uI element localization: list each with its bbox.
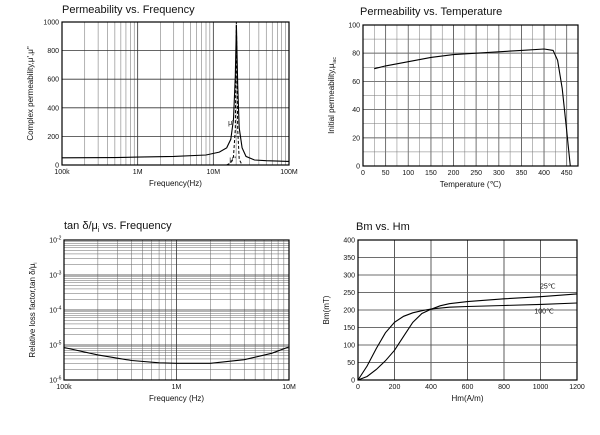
- x-axis-label: Hm(A/m): [452, 394, 484, 403]
- y-tick-label: 250: [343, 290, 355, 297]
- y-tick-label: 200: [343, 308, 355, 315]
- y-tick-label: 10: [49, 308, 57, 315]
- y-tick-label: 300: [343, 273, 355, 280]
- y-tick-label: 60: [352, 79, 360, 86]
- x-axis-label: Frequency (Hz): [149, 394, 204, 403]
- chart-loss-factor-frequency: tan δ/μi vs. Frequency 100k 1M 10M 10 -6 10 -5…: [0, 215, 300, 430]
- x-tick-label: 100k: [56, 384, 72, 391]
- x-axis-label: Temperature (℃): [440, 180, 502, 189]
- y-tick-label: 10: [49, 343, 57, 350]
- x-tick-label: 1200: [569, 384, 585, 391]
- y-tick-label: 20: [352, 135, 360, 142]
- y-tick-label: 10: [49, 238, 57, 245]
- x-tick-label: 1M: [133, 169, 143, 176]
- y-tick-label: 100: [348, 23, 360, 30]
- series-line-1: [357, 293, 578, 381]
- y-tick-label: 40: [352, 107, 360, 114]
- y-tick-label: 10: [49, 378, 57, 385]
- chart-bm-hm: Bm vs. Hm 0 200 400 600 800 1000 1200 0 50 100 150…: [300, 215, 600, 430]
- y-tick-label: 200: [47, 134, 59, 141]
- plot-frame: [362, 24, 579, 167]
- x-tick-label: 1000: [533, 384, 549, 391]
- x-tick-label: 350: [516, 170, 528, 177]
- plot-frame: [63, 239, 290, 381]
- y-tick-label: 350: [343, 255, 355, 262]
- plot-frame: [357, 239, 578, 381]
- x-tick-label: 250: [470, 170, 482, 177]
- y-axis-label: Bm(mT): [322, 295, 331, 324]
- x-tick-label: 450: [561, 170, 573, 177]
- y-tick-label: 0: [351, 378, 355, 385]
- chart-canvas: 0 200 400 600 800 1000 1200 0 50 100 150 200 250 300 3…: [322, 238, 585, 404]
- x-tick-label: 400: [425, 384, 437, 391]
- chart-title-main: tan δ/μ: [64, 220, 98, 232]
- chart-title-subscript: i: [97, 227, 100, 235]
- y-tick-label: 100: [343, 343, 355, 350]
- y-tick-label: 0: [356, 164, 360, 171]
- y-axis-label: Complex permeability,μ',μ": [26, 46, 35, 141]
- chart-title: Permeability vs. Frequency: [62, 4, 195, 16]
- series-line-1: [374, 48, 571, 167]
- x-tick-label: 400: [538, 170, 550, 177]
- y-tick-label: 0: [55, 163, 59, 170]
- x-tick-label: 200: [389, 384, 401, 391]
- chart-canvas: 100k 1M 10M 100M 0 200 400 600 800 1000 Frequency(…: [26, 20, 298, 189]
- y-tick-label: 80: [352, 51, 360, 58]
- series-annotation: μ": [229, 156, 236, 163]
- y-tick-exponent: -3: [57, 271, 62, 277]
- chart-title: Bm vs. Hm: [356, 221, 410, 233]
- y-tick-label: 800: [47, 48, 59, 55]
- series-line-1: [63, 346, 290, 364]
- plot-frame: [61, 21, 290, 166]
- y-tick-exponent: -4: [57, 306, 62, 312]
- x-tick-label: 600: [462, 384, 474, 391]
- y-tick-label: 1000: [43, 20, 59, 27]
- series-annotation: 100℃: [534, 309, 554, 316]
- series-annotation: 25℃: [540, 283, 556, 290]
- y-tick-label: 10: [49, 273, 57, 280]
- x-tick-label: 100: [402, 170, 414, 177]
- chart-permeability-temperature: Permeability vs. Temperature 0 50 100 150 20…: [300, 0, 600, 215]
- y-axis-label: Initial permeability,μiac: [327, 57, 338, 134]
- chart-title: tan δ/μi vs. Frequency: [64, 220, 172, 234]
- x-tick-label: 0: [361, 170, 365, 177]
- chart-permeability-frequency: Permeability vs. Frequency 100k 1M 10M 100M…: [0, 0, 300, 215]
- x-tick-label: 200: [448, 170, 460, 177]
- x-tick-label: 0: [356, 384, 360, 391]
- y-tick-label: 600: [47, 77, 59, 84]
- x-tick-label: 50: [382, 170, 390, 177]
- chart-title-suffix: vs. Frequency: [99, 220, 172, 232]
- x-tick-label: 300: [493, 170, 505, 177]
- chart-canvas: 0 50 100 150 200 250 300 350 400 450 0 20 40 60 80 100 T…: [327, 23, 579, 189]
- x-tick-label: 10M: [282, 384, 296, 391]
- chart-title: Permeability vs. Temperature: [360, 6, 503, 18]
- x-tick-label: 100k: [54, 169, 70, 176]
- y-axis-label: Relative loss factor,tan δ/μi: [28, 262, 39, 357]
- x-tick-label: 150: [425, 170, 437, 177]
- series-line-1: [61, 24, 290, 162]
- y-tick-exponent: -5: [57, 341, 62, 347]
- y-tick-label: 150: [343, 325, 355, 332]
- y-axis-label-subscript: i: [33, 262, 39, 263]
- series-annotation: μ': [228, 120, 233, 127]
- series-line-2: [357, 302, 578, 381]
- x-tick-label: 10M: [207, 169, 221, 176]
- y-axis-label-subscript: iac: [332, 57, 338, 64]
- y-tick-label: 50: [347, 360, 355, 367]
- x-tick-label: 800: [498, 384, 510, 391]
- x-axis-label: Frequency(Hz): [149, 179, 202, 188]
- y-tick-exponent: -6: [57, 376, 62, 382]
- x-tick-label: 100M: [280, 169, 298, 176]
- y-tick-exponent: -2: [57, 236, 62, 242]
- y-tick-label: 400: [47, 105, 59, 112]
- y-tick-label: 400: [343, 238, 355, 245]
- series-line-2: [226, 21, 243, 166]
- x-tick-label: 1M: [172, 384, 182, 391]
